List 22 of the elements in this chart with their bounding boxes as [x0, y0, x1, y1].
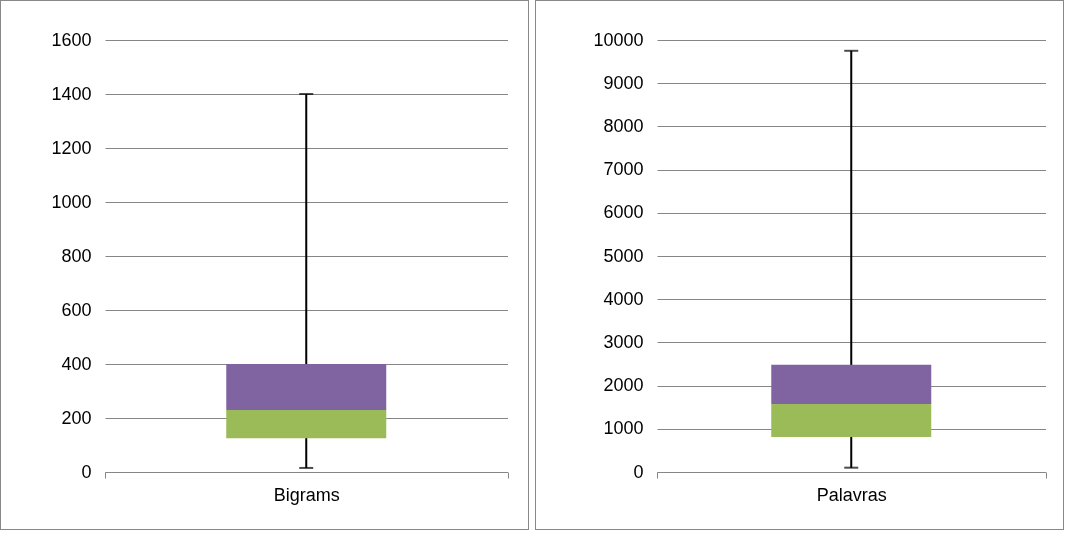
y-tick-label: 9000 [603, 72, 644, 93]
x-tick-label: Palavras [816, 484, 887, 505]
y-tick-label: 10000 [593, 29, 644, 50]
y-tick-label: 0 [81, 461, 92, 482]
y-tick-label: 600 [61, 299, 92, 320]
y-tick-label: 7000 [603, 159, 644, 180]
y-tick-label: 1200 [51, 137, 92, 158]
y-tick-label: 1600 [51, 29, 92, 50]
y-tick-label: 400 [61, 353, 92, 374]
y-tick-label: 200 [61, 407, 92, 428]
y-tick-label: 0 [633, 461, 644, 482]
y-tick-label: 1000 [51, 191, 92, 212]
y-tick-label: 5000 [603, 245, 644, 266]
y-tick-label: 800 [61, 245, 92, 266]
y-tick-label: 6000 [603, 202, 644, 223]
x-tick-label: Bigrams [273, 484, 340, 505]
y-tick-label: 2000 [603, 375, 644, 396]
y-tick-label: 1400 [51, 83, 92, 104]
y-tick-label: 4000 [603, 288, 644, 309]
y-tick-label: 1000 [603, 418, 644, 439]
y-tick-label: 8000 [603, 115, 644, 136]
y-tick-label: 3000 [603, 331, 644, 352]
